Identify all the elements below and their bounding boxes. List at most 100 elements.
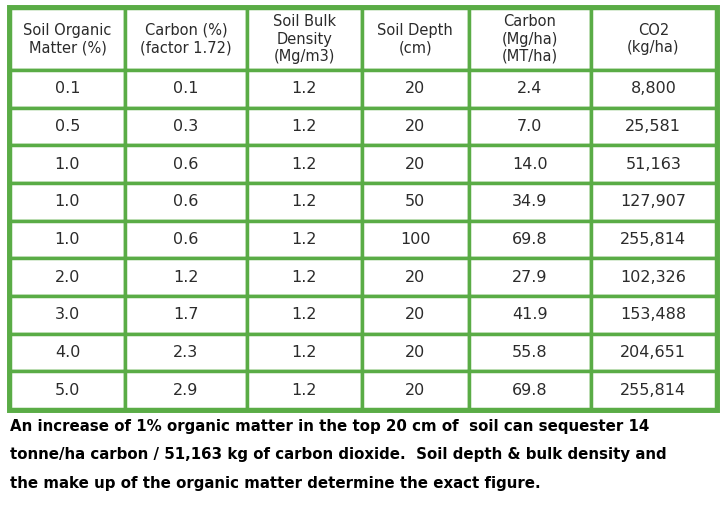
Bar [591, 372, 716, 409]
Text: 102,326: 102,326 [621, 270, 686, 285]
Text: 1.2: 1.2 [291, 270, 317, 285]
Text: Soil Organic
Matter (%): Soil Organic Matter (%) [23, 23, 112, 55]
Bar [125, 183, 247, 221]
Bar [362, 259, 469, 296]
Text: 69.8: 69.8 [512, 383, 547, 398]
Bar [591, 146, 716, 183]
Text: 27.9: 27.9 [512, 270, 547, 285]
Bar [469, 8, 591, 70]
Bar [362, 8, 469, 70]
Text: 0.5: 0.5 [54, 119, 80, 134]
Bar [125, 296, 247, 334]
Text: 1.2: 1.2 [291, 119, 317, 134]
Bar [10, 221, 125, 259]
Bar [10, 296, 125, 334]
Bar [591, 8, 716, 70]
Bar [247, 70, 362, 108]
Text: An increase of 1% organic matter in the top 20 cm of  soil can sequester 14: An increase of 1% organic matter in the … [10, 419, 649, 434]
Bar [469, 70, 591, 108]
Bar [362, 372, 469, 409]
Bar [591, 221, 716, 259]
Text: 1.2: 1.2 [291, 157, 317, 172]
Text: 20: 20 [405, 119, 425, 134]
Bar [10, 70, 125, 108]
Text: 25,581: 25,581 [625, 119, 681, 134]
Bar [125, 70, 247, 108]
Bar [362, 221, 469, 259]
Bar [125, 8, 247, 70]
Bar [591, 108, 716, 146]
Text: 5.0: 5.0 [54, 383, 80, 398]
Text: 34.9: 34.9 [512, 195, 547, 209]
Bar [125, 334, 247, 372]
Text: 1.0: 1.0 [54, 232, 81, 247]
Text: 255,814: 255,814 [620, 383, 686, 398]
Text: Carbon (%)
(factor 1.72): Carbon (%) (factor 1.72) [140, 23, 232, 55]
Text: 0.6: 0.6 [174, 195, 199, 209]
Text: Soil Bulk
Density
(Mg/m3): Soil Bulk Density (Mg/m3) [273, 14, 336, 64]
Text: 127,907: 127,907 [620, 195, 686, 209]
Text: 2.9: 2.9 [174, 383, 199, 398]
Text: 1.0: 1.0 [54, 157, 81, 172]
Text: 0.1: 0.1 [174, 82, 199, 96]
Text: 2.0: 2.0 [54, 270, 80, 285]
Bar [10, 372, 125, 409]
Text: 153,488: 153,488 [620, 308, 686, 322]
Text: 50: 50 [405, 195, 425, 209]
Bar [362, 70, 469, 108]
Text: 55.8: 55.8 [512, 345, 547, 360]
Bar [362, 296, 469, 334]
Text: 20: 20 [405, 383, 425, 398]
Bar [469, 372, 591, 409]
Text: 20: 20 [405, 270, 425, 285]
Bar [591, 334, 716, 372]
Bar [247, 296, 362, 334]
Bar [469, 259, 591, 296]
Text: 2.4: 2.4 [517, 82, 542, 96]
Text: 41.9: 41.9 [512, 308, 547, 322]
Bar [247, 183, 362, 221]
Text: 51,163: 51,163 [625, 157, 681, 172]
Text: CO2
(kg/ha): CO2 (kg/ha) [627, 23, 680, 55]
Bar [10, 146, 125, 183]
Bar [362, 334, 469, 372]
Text: 14.0: 14.0 [512, 157, 547, 172]
Text: 1.2: 1.2 [291, 345, 317, 360]
Text: 0.6: 0.6 [174, 157, 199, 172]
Text: 1.0: 1.0 [54, 195, 81, 209]
Text: tonne/ha carbon / 51,163 kg of carbon dioxide.  Soil depth & bulk density and: tonne/ha carbon / 51,163 kg of carbon di… [10, 447, 666, 462]
Text: 20: 20 [405, 157, 425, 172]
Bar [362, 146, 469, 183]
Bar [469, 221, 591, 259]
Text: 69.8: 69.8 [512, 232, 547, 247]
Text: 20: 20 [405, 308, 425, 322]
Text: Soil Depth
(cm): Soil Depth (cm) [378, 23, 453, 55]
Text: 4.0: 4.0 [54, 345, 80, 360]
Text: 3.0: 3.0 [55, 308, 80, 322]
Bar [10, 8, 716, 409]
Bar [469, 183, 591, 221]
Bar [10, 8, 125, 70]
Bar [469, 146, 591, 183]
Bar [362, 108, 469, 146]
Bar [125, 146, 247, 183]
Bar [591, 296, 716, 334]
Text: 204,651: 204,651 [620, 345, 686, 360]
Bar [247, 259, 362, 296]
Text: 8,800: 8,800 [630, 82, 677, 96]
Text: 20: 20 [405, 345, 425, 360]
Text: 1.2: 1.2 [291, 82, 317, 96]
Bar [10, 259, 125, 296]
Bar [247, 8, 362, 70]
Text: 0.6: 0.6 [174, 232, 199, 247]
Text: 7.0: 7.0 [517, 119, 542, 134]
Text: 1.2: 1.2 [174, 270, 199, 285]
Text: Carbon
(Mg/ha)
(MT/ha): Carbon (Mg/ha) (MT/ha) [502, 14, 558, 64]
Text: 20: 20 [405, 82, 425, 96]
Bar [10, 334, 125, 372]
Text: 100: 100 [400, 232, 431, 247]
Bar [125, 108, 247, 146]
Bar [247, 146, 362, 183]
Text: 1.7: 1.7 [174, 308, 199, 322]
Bar [125, 372, 247, 409]
